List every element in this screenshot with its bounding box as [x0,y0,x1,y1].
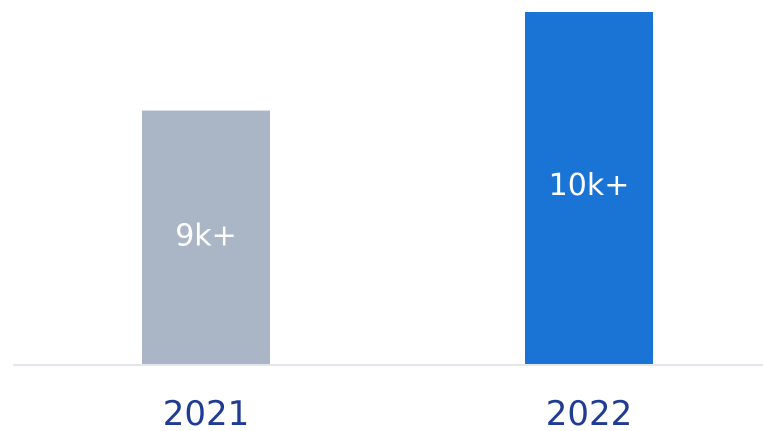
bars-group: 9k+ 10k+ [142,12,653,364]
bar-2021 [142,110,270,364]
bar-2022 [525,12,653,364]
x-tick-labels: 2021 2022 [163,394,633,431]
x-tick-label-2022: 2022 [546,394,633,431]
data-label-2022: 10k+ [549,168,630,203]
data-label-2021: 9k+ [175,219,237,254]
x-tick-label-2021: 2021 [163,394,250,431]
